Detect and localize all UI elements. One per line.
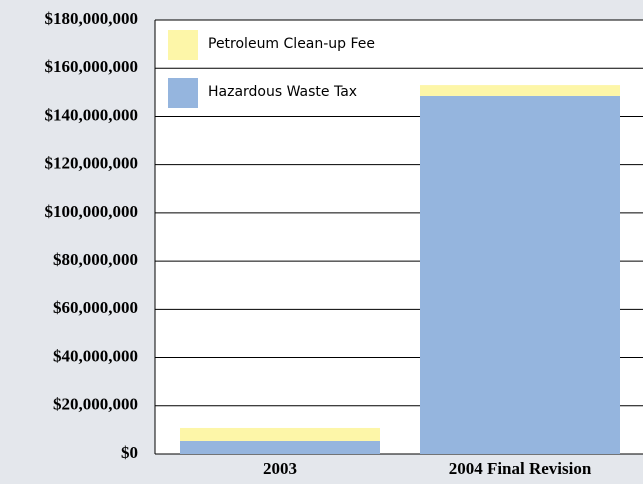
y-tick-label: $20,000,000	[53, 395, 138, 414]
bar-segment	[420, 95, 620, 454]
legend-swatch	[168, 78, 198, 108]
y-tick-label: $140,000,000	[45, 105, 139, 124]
x-tick-label: 2003	[263, 459, 297, 478]
legend-swatch	[168, 30, 198, 60]
y-tick-label: $60,000,000	[53, 298, 138, 317]
bar-segment	[180, 440, 380, 454]
y-tick-label: $40,000,000	[53, 346, 138, 365]
y-tick-label: $100,000,000	[45, 202, 139, 221]
legend-label: Hazardous Waste Tax	[208, 84, 357, 100]
bar-segment	[420, 85, 620, 96]
y-tick-label: $160,000,000	[45, 57, 139, 76]
legend-label: Petroleum Clean-up Fee	[208, 36, 375, 52]
y-tick-label: $180,000,000	[45, 9, 139, 28]
y-tick-label: $80,000,000	[53, 250, 138, 269]
y-tick-label: $0	[121, 443, 138, 462]
y-tick-label: $120,000,000	[45, 154, 139, 173]
bar-segment	[180, 427, 380, 441]
x-tick-label: 2004 Final Revision	[449, 459, 592, 478]
